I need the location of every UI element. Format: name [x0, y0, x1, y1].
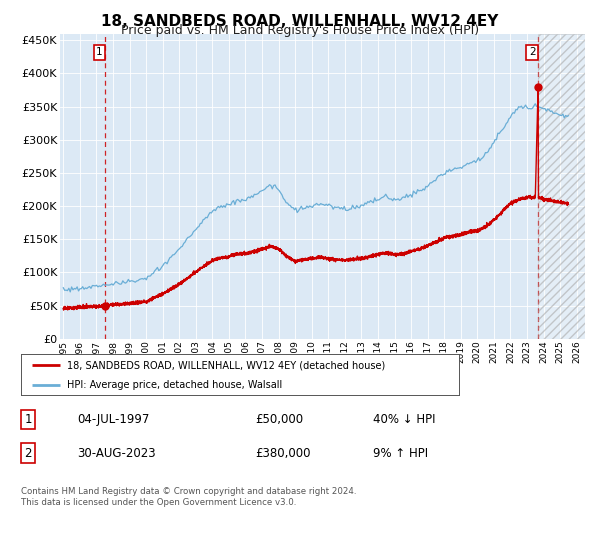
Text: 1: 1 [96, 47, 103, 57]
Text: 40% ↓ HPI: 40% ↓ HPI [373, 413, 435, 426]
Text: 30-AUG-2023: 30-AUG-2023 [77, 446, 155, 460]
Text: 2: 2 [529, 47, 536, 57]
Text: 18, SANDBEDS ROAD, WILLENHALL, WV12 4EY (detached house): 18, SANDBEDS ROAD, WILLENHALL, WV12 4EY … [67, 361, 385, 370]
Text: HPI: Average price, detached house, Walsall: HPI: Average price, detached house, Wals… [67, 380, 282, 390]
Text: 18, SANDBEDS ROAD, WILLENHALL, WV12 4EY: 18, SANDBEDS ROAD, WILLENHALL, WV12 4EY [101, 14, 499, 29]
Text: 2: 2 [25, 446, 32, 460]
Text: £50,000: £50,000 [256, 413, 304, 426]
Text: 9% ↑ HPI: 9% ↑ HPI [373, 446, 428, 460]
Text: 04-JUL-1997: 04-JUL-1997 [77, 413, 149, 426]
Text: Price paid vs. HM Land Registry's House Price Index (HPI): Price paid vs. HM Land Registry's House … [121, 24, 479, 37]
Text: 1: 1 [25, 413, 32, 426]
Text: Contains HM Land Registry data © Crown copyright and database right 2024.
This d: Contains HM Land Registry data © Crown c… [21, 487, 356, 507]
Text: £380,000: £380,000 [256, 446, 311, 460]
